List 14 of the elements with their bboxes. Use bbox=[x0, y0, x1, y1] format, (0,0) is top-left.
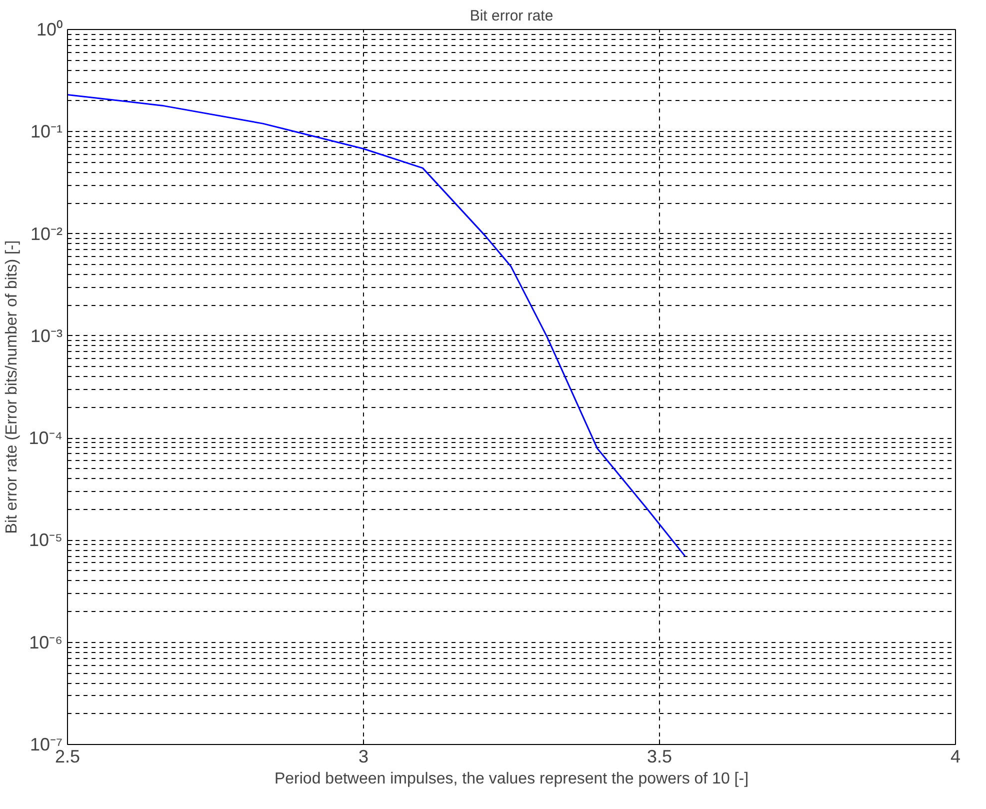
x-axis-title: Period between impulses, the values represent the powers of 10 [-] bbox=[274, 770, 749, 788]
y-tick-label: 10⁻⁵ bbox=[29, 530, 62, 550]
line-series bbox=[68, 94, 686, 557]
chart-title: Bit error rate bbox=[470, 8, 554, 24]
x-tick-label: 3 bbox=[358, 746, 369, 766]
y-tick-label: 10⁻¹ bbox=[30, 122, 63, 142]
y-tick-label: 10⁻⁶ bbox=[29, 632, 63, 652]
x-tick-label: 4 bbox=[950, 746, 961, 766]
x-tick-label: 3.5 bbox=[646, 746, 672, 766]
y-tick-label: 10⁻³ bbox=[30, 326, 63, 346]
y-tick-label: 10⁻⁴ bbox=[28, 428, 63, 448]
y-tick-label: 10⁻² bbox=[30, 224, 63, 244]
y-tick-label: 10⁰ bbox=[36, 20, 63, 40]
y-axis-title: Bit error rate (Error bits/number of bits) [-] bbox=[4, 240, 21, 534]
